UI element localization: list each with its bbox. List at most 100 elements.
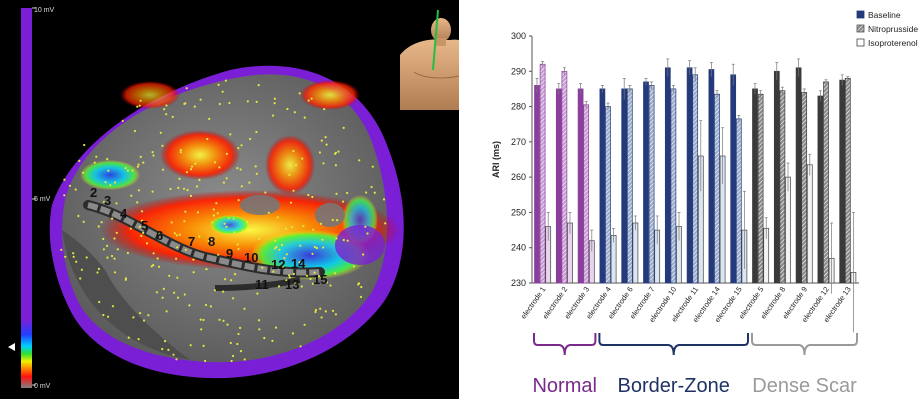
sample-point [175, 234, 178, 237]
sample-point [158, 265, 161, 268]
sample-point [218, 318, 221, 321]
group-label: Border-Zone [618, 375, 730, 397]
sample-point [121, 119, 124, 122]
electrode-number: 9 [226, 246, 233, 261]
sample-point [307, 99, 310, 102]
sample-point [97, 267, 100, 270]
sample-point [93, 161, 96, 164]
y-tick-label: 230 [511, 278, 526, 288]
sample-point [311, 282, 314, 285]
sample-point [254, 165, 257, 168]
sample-point [140, 210, 144, 213]
sample-point [142, 231, 145, 234]
electrode-number: 11 [255, 277, 269, 292]
group-label: Normal [532, 375, 596, 397]
sample-point [156, 257, 159, 260]
sample-point [359, 295, 363, 298]
sample-point [211, 238, 214, 241]
sample-point [159, 131, 162, 134]
sample-point [236, 342, 239, 346]
sample-point [225, 177, 228, 180]
sample-point [115, 202, 118, 205]
sample-point [172, 353, 175, 356]
sample-point [310, 97, 313, 100]
sample-point [189, 344, 192, 347]
sample-point [140, 219, 144, 222]
sample-point [273, 247, 277, 250]
sample-point [325, 281, 328, 284]
sample-point [334, 313, 337, 316]
sample-point [138, 104, 141, 107]
sample-point [199, 318, 202, 321]
sample-point [216, 212, 219, 215]
sample-point [346, 191, 349, 195]
sample-point [102, 237, 105, 241]
sample-point [80, 268, 83, 271]
sample-point [151, 151, 154, 154]
sample-point [248, 181, 251, 184]
sample-point [106, 256, 109, 259]
sample-point [199, 98, 202, 101]
sample-point [324, 310, 327, 313]
sample-point [364, 225, 367, 228]
sample-point [97, 225, 100, 228]
bar-nitroprusside [844, 77, 851, 284]
sample-point [185, 171, 188, 174]
scale-pointer-icon [8, 343, 15, 351]
sample-point [302, 225, 305, 228]
sample-point [272, 270, 275, 273]
sample-point [357, 282, 361, 285]
bar-nitroprusside [714, 93, 720, 284]
bar-nitroprusside [735, 118, 742, 284]
bar-nitroprusside [801, 92, 808, 284]
sample-point [183, 102, 186, 105]
electrode-number: 5 [141, 218, 148, 233]
bar-nitroprusside [561, 70, 568, 284]
sample-point [218, 166, 221, 169]
sample-point [323, 108, 326, 111]
sample-point [236, 167, 239, 170]
sample-point [176, 246, 179, 249]
sample-point [307, 193, 310, 197]
sample-point [267, 211, 270, 214]
sample-point [165, 310, 168, 313]
sample-point [150, 265, 153, 268]
sample-point [179, 148, 182, 152]
sample-point [255, 172, 258, 175]
sample-point [240, 185, 243, 188]
sample-point [258, 328, 261, 331]
sample-point [175, 257, 178, 260]
sample-point [173, 291, 176, 294]
voltage-map-panel: 10 mV 5 mV 0 mV 2 3 4 5 6 [0, 0, 459, 399]
sample-point [139, 99, 142, 102]
sample-point [263, 336, 266, 340]
sample-point [176, 276, 179, 279]
sample-point [75, 260, 78, 263]
sample-point [331, 218, 334, 222]
sample-point [152, 154, 155, 157]
sample-point [113, 257, 116, 260]
sample-point [225, 152, 228, 155]
bar-baseline [555, 88, 562, 284]
sample-point [319, 222, 322, 225]
sample-point [192, 271, 195, 274]
bar-nitroprusside [539, 63, 546, 284]
sample-point [72, 252, 75, 255]
sample-point [289, 201, 293, 204]
sample-point [373, 191, 376, 194]
sample-point [285, 227, 288, 230]
electrode-number: 6 [156, 228, 163, 243]
sample-point [139, 155, 142, 158]
sample-point [333, 272, 336, 275]
sample-point [202, 344, 205, 347]
sample-point [212, 214, 215, 217]
bar-baseline [577, 88, 584, 284]
sample-point [192, 258, 195, 261]
sample-point [292, 272, 295, 276]
sample-point [124, 277, 127, 280]
sample-point [285, 279, 288, 282]
legend-swatch [856, 38, 865, 47]
sample-point [139, 312, 142, 315]
sample-point [292, 189, 295, 192]
sample-point [261, 266, 264, 269]
